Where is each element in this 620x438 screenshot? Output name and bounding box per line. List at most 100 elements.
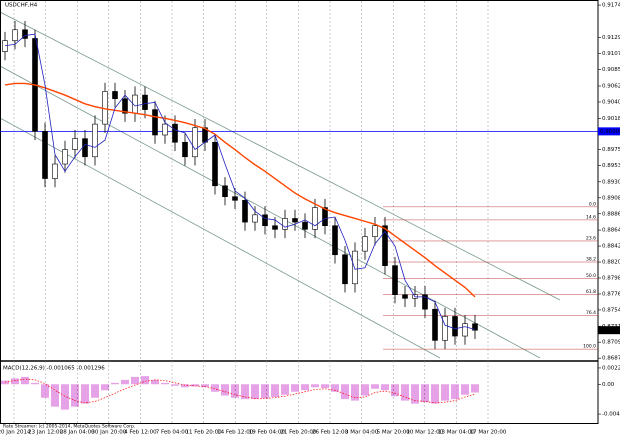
- level-label-box: [598, 127, 620, 136]
- moving-average: [4, 33, 476, 330]
- channel-lower: [0, 117, 441, 359]
- y-tick-label: 0.90405: [602, 99, 620, 105]
- candle-body: [62, 149, 68, 165]
- candle-body: [312, 207, 318, 230]
- fibo-label: 0.0: [589, 201, 596, 207]
- y-tick-label: 0.86875: [602, 356, 620, 362]
- x-tick-label: 5 Mar 20:00: [377, 430, 411, 436]
- candle-body: [182, 141, 188, 158]
- candle-body: [252, 214, 258, 223]
- fibo-label: 23.6: [586, 235, 596, 241]
- candle-body: [232, 196, 238, 201]
- candle-body: [172, 123, 178, 143]
- candle-body: [352, 250, 358, 285]
- candle-body: [302, 221, 308, 230]
- channel-middle: [0, 65, 541, 359]
- macd-y-tick-label: -0.0040: [602, 412, 620, 418]
- frame: [0, 0, 599, 424]
- candle-body: [272, 225, 278, 230]
- fibo-label: 50.0: [586, 273, 596, 279]
- x-tick-label: 7 Feb 04:00: [156, 430, 189, 436]
- footer: Rate Streamer: (c) 2005-2014, MetaQuotes…: [3, 424, 135, 430]
- candle-body: [242, 200, 248, 223]
- x-tick-label: 4 Feb 12:00: [124, 430, 157, 436]
- symbol-title: USDCHF,H4: [5, 3, 38, 9]
- candle-body: [432, 308, 438, 341]
- channel: [0, 11, 561, 359]
- channel-upper: [0, 11, 561, 301]
- candle-body: [142, 94, 148, 110]
- candle-body: [462, 323, 468, 337]
- x-tick-label: 20 Jan 2014: [0, 430, 31, 436]
- macd-y-tick-label: 0.0022: [602, 365, 620, 371]
- candle-body: [342, 254, 348, 285]
- candle-body: [42, 131, 48, 179]
- candle-body: [72, 138, 78, 150]
- y-tick-label: 0.91295: [602, 35, 620, 41]
- candle-body: [192, 127, 198, 158]
- candle-body: [382, 225, 388, 266]
- x-tick-label: 30 Jan 20:00: [91, 430, 126, 436]
- y-tick-label: 0.87095: [602, 340, 620, 346]
- fibo-label: 14.6: [586, 214, 596, 220]
- candle-body: [82, 138, 88, 158]
- fibo-label: 38.2: [586, 257, 596, 263]
- candle-body: [362, 236, 368, 252]
- macd-label: MACD(12,26,9) -0.001065 -0.001296: [3, 366, 105, 372]
- candle-body: [442, 316, 448, 341]
- candle-body: [22, 29, 28, 39]
- candle-body: [52, 163, 58, 179]
- x-tick-label: 19 Feb 04:00: [249, 430, 286, 436]
- candle-body: [152, 109, 158, 136]
- x-tick-label: 23 Jan 12:00: [28, 430, 63, 436]
- x-tick-label: 21 Feb 20:00: [280, 430, 317, 436]
- candle-body: [162, 123, 168, 136]
- candle-body: [262, 214, 268, 227]
- candle-body: [402, 294, 408, 299]
- y-tick-label: 0.89305: [602, 179, 620, 185]
- candle-body: [2, 40, 8, 52]
- y-tick-label: 0.89085: [602, 195, 620, 201]
- candle-body: [372, 225, 378, 237]
- candle-body: [472, 323, 478, 331]
- x-tick-label: 17 Mar 20:00: [470, 430, 507, 436]
- candle-body: [452, 316, 458, 337]
- candle-body: [292, 218, 298, 223]
- fibo-label: 76.4: [586, 310, 596, 316]
- x-tick-label: 3 Mar 04:00: [345, 430, 379, 436]
- y-tick-label: 0.90625: [602, 84, 620, 90]
- candle-body: [222, 185, 228, 197]
- candle-body: [392, 265, 398, 295]
- candle-body: [422, 294, 428, 310]
- candle-body: [12, 29, 18, 41]
- price-label: 0.87261: [600, 328, 620, 334]
- candle-body: [282, 218, 288, 230]
- price-label-box: [598, 326, 620, 335]
- candle-body: [92, 123, 98, 158]
- macd-y-tick-label: 0.00: [602, 382, 615, 388]
- x-tick-label: 13 Mar 04:00: [438, 430, 475, 436]
- y-tick-label: 0.88865: [602, 211, 620, 217]
- x-tick-label: 11 Feb 20:00: [186, 430, 223, 436]
- x-tick-label: 14 Feb 12:00: [217, 430, 254, 436]
- candle-body: [322, 207, 328, 227]
- candle-body: [112, 91, 118, 100]
- fibo-label: 100.0: [583, 344, 596, 350]
- candle-body: [332, 225, 338, 256]
- x-tick-label: 28 Jan 04:00: [60, 430, 95, 436]
